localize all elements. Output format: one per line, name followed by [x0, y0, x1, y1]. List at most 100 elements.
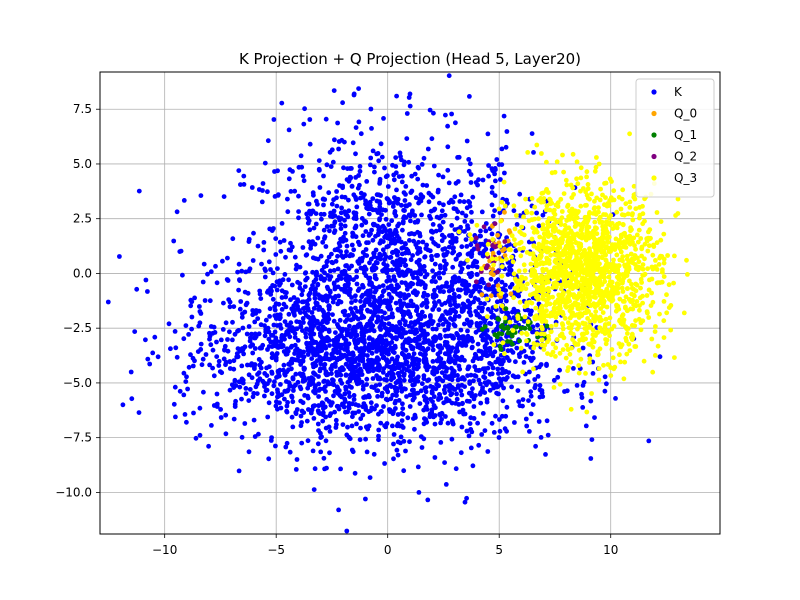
- data-point: [267, 378, 272, 383]
- data-point: [476, 177, 481, 183]
- data-point: [374, 319, 380, 325]
- data-point: [150, 350, 156, 356]
- data-point: [523, 416, 529, 422]
- data-point: [356, 119, 362, 125]
- data-point: [300, 288, 305, 293]
- data-point: [455, 332, 460, 338]
- data-point: [515, 388, 521, 393]
- data-point: [433, 336, 439, 342]
- data-point: [263, 388, 269, 394]
- data-point: [533, 272, 539, 278]
- data-point: [522, 314, 528, 320]
- data-point: [602, 388, 608, 394]
- data-point: [323, 369, 329, 375]
- data-point: [262, 160, 268, 166]
- data-point: [388, 240, 394, 246]
- data-point: [355, 309, 360, 314]
- data-point: [455, 209, 461, 215]
- data-point: [306, 201, 312, 207]
- data-point: [561, 335, 567, 341]
- data-point: [403, 184, 409, 189]
- data-point: [422, 268, 427, 274]
- data-point: [592, 168, 598, 174]
- data-point: [462, 229, 467, 234]
- data-point: [460, 400, 465, 406]
- data-point: [155, 354, 161, 360]
- data-point: [431, 365, 436, 371]
- data-point: [296, 193, 301, 199]
- data-point: [437, 357, 442, 363]
- data-point: [529, 217, 535, 223]
- data-point: [406, 323, 412, 329]
- data-point: [442, 373, 448, 379]
- data-point: [284, 290, 289, 296]
- data-point: [492, 193, 498, 199]
- data-point: [266, 364, 272, 370]
- data-point: [407, 238, 412, 243]
- data-point: [453, 466, 459, 472]
- data-point: [391, 350, 397, 355]
- data-point: [256, 308, 262, 314]
- data-point: [633, 318, 638, 323]
- data-point: [591, 289, 596, 295]
- data-point: [444, 261, 449, 267]
- data-point: [299, 292, 305, 298]
- data-point: [359, 294, 365, 300]
- data-point: [590, 327, 596, 333]
- data-point: [275, 345, 281, 350]
- data-point: [360, 356, 366, 361]
- data-point: [560, 152, 565, 158]
- data-point: [505, 272, 511, 277]
- data-point: [638, 327, 644, 333]
- data-point: [458, 224, 463, 230]
- data-point: [487, 387, 493, 393]
- data-point: [580, 345, 586, 351]
- data-point: [186, 332, 192, 337]
- data-point: [562, 274, 568, 280]
- data-point: [210, 330, 216, 336]
- data-point: [546, 288, 552, 294]
- data-point: [540, 212, 546, 218]
- data-point: [331, 350, 336, 355]
- data-point: [590, 278, 596, 284]
- data-point: [349, 401, 355, 407]
- data-point: [363, 220, 369, 226]
- data-point: [340, 185, 345, 191]
- data-point: [475, 341, 481, 347]
- data-point: [561, 169, 566, 175]
- data-point: [484, 382, 489, 388]
- data-point: [388, 278, 393, 283]
- data-point: [349, 300, 354, 305]
- data-point: [574, 159, 580, 165]
- data-point: [601, 362, 606, 368]
- data-point: [422, 333, 428, 339]
- data-point: [330, 159, 336, 165]
- data-point: [583, 237, 589, 243]
- data-point: [620, 299, 626, 304]
- data-point: [597, 220, 603, 225]
- data-point: [587, 323, 592, 329]
- data-point: [418, 434, 424, 439]
- data-point: [499, 366, 505, 372]
- data-point: [352, 337, 357, 343]
- data-point: [324, 162, 330, 168]
- data-point: [577, 266, 583, 272]
- data-point: [418, 271, 424, 277]
- data-point: [653, 258, 658, 263]
- data-point: [485, 263, 490, 269]
- data-point: [491, 313, 496, 318]
- data-point: [442, 212, 448, 218]
- data-point: [352, 359, 358, 364]
- data-point: [523, 196, 528, 202]
- data-point: [488, 293, 494, 299]
- data-point: [255, 243, 261, 249]
- data-point: [529, 270, 535, 276]
- data-point: [374, 367, 380, 372]
- data-point: [287, 383, 293, 388]
- data-point: [304, 418, 310, 424]
- data-point: [305, 305, 311, 311]
- data-point: [470, 338, 475, 344]
- data-point: [290, 375, 296, 381]
- data-point: [402, 322, 408, 328]
- data-point: [614, 290, 619, 296]
